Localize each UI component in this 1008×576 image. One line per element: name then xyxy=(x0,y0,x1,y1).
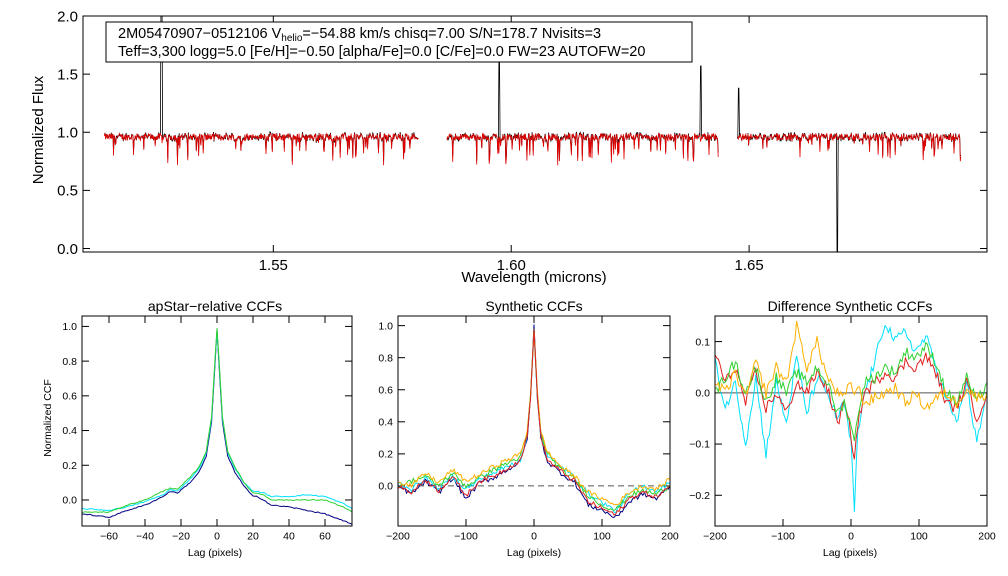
synthetic-ccf-xtick-label: 200 xyxy=(661,531,679,543)
apstar-ccf-ytick-label: 1.0 xyxy=(62,321,77,333)
spectrum-ytick-label: 1.5 xyxy=(57,66,78,83)
spectrum-ylabel: Normalized Flux xyxy=(30,75,47,184)
synthetic-ccf-ytick-label: 0.0 xyxy=(378,481,393,493)
difference-ccf-ytick-label: −0.1 xyxy=(689,439,710,451)
synthetic-ccf-panel: Synthetic CCFs Lag (pixels) −200 −100 0 100… xyxy=(378,298,679,559)
info-box-frame xyxy=(105,21,693,63)
synthetic-ccf-xtick-label: −200 xyxy=(386,531,410,543)
apstar-ccf-ytick-label: 0.6 xyxy=(62,391,77,403)
difference-ccf-xtick-label: 100 xyxy=(910,531,928,543)
spectrum-ytick-label: 2.0 xyxy=(57,8,78,25)
synthetic-ccf-xtick-label: 100 xyxy=(593,531,611,543)
synthetic-ccf-series-visit-4 xyxy=(397,331,671,506)
spectrum-panel: Normalized Flux Wavelength (microns) 1.5… xyxy=(30,8,988,286)
info-box: 2M05470907−0512106 Vhelio=−54.88 km/s ch… xyxy=(105,21,693,63)
difference-ccf-ytick-label: 0.1 xyxy=(695,336,710,348)
synthetic-ccf-ytick-label: 0.2 xyxy=(378,449,393,461)
synthetic-ccf-ytick-label: 0.8 xyxy=(378,352,393,364)
apstar-ccf-xtick-label: 40 xyxy=(283,531,295,543)
apstar-ccf-ytick-label: 0.0 xyxy=(62,495,77,507)
apstar-ccf-frame xyxy=(81,315,353,527)
apstar-ccf-ytick-label: 0.4 xyxy=(62,425,77,437)
apstar-ccf-series-visit-3 xyxy=(81,328,353,514)
apstar-ccf-xtick-label: 20 xyxy=(247,531,259,543)
difference-ccf-series-visit-4 xyxy=(714,320,988,411)
apstar-ccf-xtick-label: −40 xyxy=(136,531,154,543)
synthetic-ccf-ytick-label: 1.0 xyxy=(378,320,393,332)
synthetic-ccf-xlabel: Lag (pixels) xyxy=(507,547,561,559)
spectrum-ytick-label: 1.0 xyxy=(57,125,78,142)
info-line-1-prefix: 2M05470907−0512106 V xyxy=(118,26,282,42)
difference-ccf-xtick-label: 200 xyxy=(978,531,996,543)
apstar-ccf-xtick-label: −20 xyxy=(172,531,190,543)
synthetic-ccf-ytick-label: 0.4 xyxy=(378,416,393,428)
info-line-1-suffix: =−54.88 km/s chisq=7.00 S/N=178.7 Nvisit… xyxy=(302,26,601,42)
synthetic-ccf-ytick-label: 0.6 xyxy=(378,384,393,396)
apstar-ccf-xtick-label: 0 xyxy=(214,531,220,543)
difference-ccf-xtick-label: −100 xyxy=(771,531,795,543)
difference-ccf-xtick-label: 0 xyxy=(848,531,854,543)
difference-ccf-title: Difference Synthetic CCFs xyxy=(768,298,933,314)
apstar-ccf-xtick-label: −60 xyxy=(100,531,118,543)
info-line-1: 2M05470907−0512106 Vhelio=−54.88 km/s ch… xyxy=(118,26,601,44)
spectrum-ytick-label: 0.0 xyxy=(57,241,78,258)
synthetic-ccf-frame xyxy=(397,315,671,527)
difference-ccf-series-visit-1 xyxy=(714,324,988,512)
synthetic-ccf-xtick-label: 0 xyxy=(531,531,537,543)
apstar-ccf-ylabel: Normalized CCF xyxy=(42,379,54,457)
apstar-ccf-xtick-label: 60 xyxy=(319,531,331,543)
apstar-ccf-title: apStar−relative CCFs xyxy=(148,298,282,314)
spectrum-xtick-label: 1.55 xyxy=(259,257,288,274)
difference-ccf-ytick-label: 0.0 xyxy=(695,388,710,400)
spectrum-lines xyxy=(104,15,962,253)
spectrum-ytick-label: 0.5 xyxy=(57,183,78,200)
synthetic-ccf-lines xyxy=(397,324,671,519)
difference-ccf-series-visit-3 xyxy=(714,341,988,441)
apstar-ccf-ticks: −60 −40 −20 0 20 40 60 0.0 0.2 0.4 0.6 0.8 1.0 xyxy=(62,316,352,543)
difference-ccf-xlabel: Lag (pixels) xyxy=(823,547,877,559)
spectrum-ticks: 1.55 1.60 1.65 0.0 0.5 1.0 1.5 2.0 xyxy=(57,8,987,274)
spectrum-frame xyxy=(82,15,988,253)
difference-ccf-panel: Difference Synthetic CCFs Lag (pixels) −… xyxy=(689,298,996,559)
difference-ccf-ytick-label: −0.2 xyxy=(689,490,710,502)
difference-ccf-xtick-label: −200 xyxy=(703,531,727,543)
spectrum-synthetic-line xyxy=(104,132,962,166)
apstar-ccf-ytick-label: 0.8 xyxy=(62,356,77,368)
synthetic-ccf-xtick-label: −100 xyxy=(454,531,478,543)
apstar-ccf-series-visit-2 xyxy=(81,331,353,512)
info-line-2: Teff=3,300 logg=5.0 [Fe/H]=−0.50 [alpha/… xyxy=(118,44,645,60)
synthetic-ccf-title: Synthetic CCFs xyxy=(485,298,582,314)
apstar-ccf-ytick-label: 0.2 xyxy=(62,460,77,472)
difference-ccf-frame xyxy=(714,315,988,527)
apstar-ccf-panel: apStar−relative CCFs Normalized CCF Lag … xyxy=(42,298,353,559)
apstar-ccf-xlabel: Lag (pixels) xyxy=(188,547,242,559)
synthetic-ccf-ticks: −200 −100 0 100 200 0.0 0.2 0.4 0.6 0.8 1.0 xyxy=(378,316,679,543)
apstar-ccf-lines xyxy=(81,328,353,525)
spectrum-xlabel: Wavelength (microns) xyxy=(461,269,606,286)
spectrum-xtick-label: 1.65 xyxy=(735,257,764,274)
spectrum-xtick-label: 1.60 xyxy=(497,257,526,274)
info-line-1-subscript: helio xyxy=(281,33,303,44)
synthetic-ccf-series-visit-3 xyxy=(397,328,671,511)
difference-ccf-ticks: −200 −100 0 100 200 −0.2 −0.1 0.0 0.1 xyxy=(689,316,996,543)
difference-ccf-lines xyxy=(714,320,988,512)
synthetic-ccf-series-visit-5 xyxy=(397,329,671,516)
